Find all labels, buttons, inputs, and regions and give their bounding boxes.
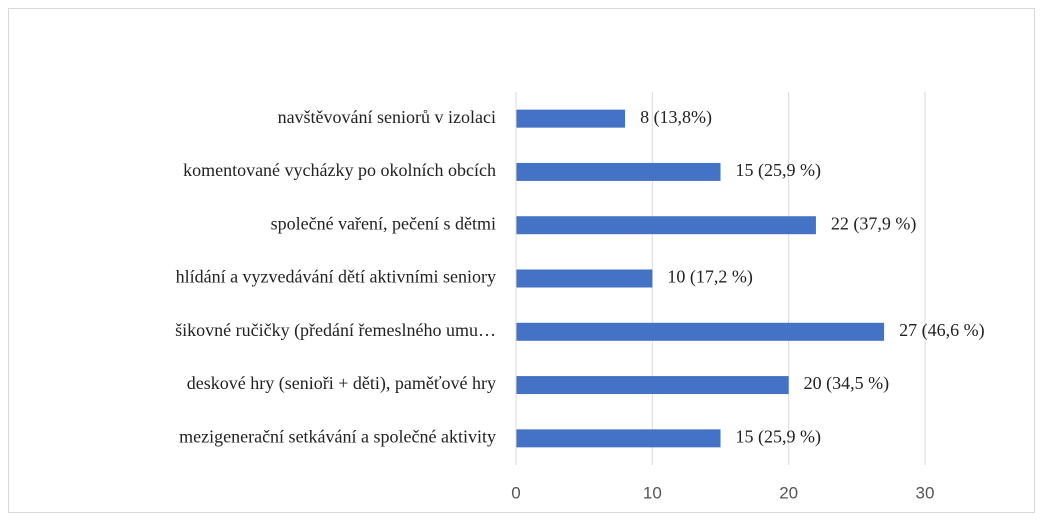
bar xyxy=(516,109,626,128)
value-label: 22 (37,9 %) xyxy=(831,213,916,234)
chart-border xyxy=(8,8,1035,513)
bar xyxy=(516,162,721,181)
value-label: 20 (34,5 %) xyxy=(804,373,889,394)
bar xyxy=(516,269,653,288)
value-label: 27 (46,6 %) xyxy=(899,320,984,341)
bar xyxy=(516,322,885,341)
x-tick-label: 0 xyxy=(511,483,520,502)
category-label: navštěvování seniorů v izolaci xyxy=(278,107,496,127)
category-label: hlídání a vyzvedávání dětí aktivními sen… xyxy=(176,267,496,287)
bar xyxy=(516,376,789,395)
category-label: komentované vycházky po okolních obcích xyxy=(183,160,496,180)
value-label: 15 (25,9 %) xyxy=(736,426,821,447)
category-label: šikovné ručičky (předání řemeslného umu… xyxy=(175,320,496,341)
category-label: deskové hry (senioři + děti), paměťové h… xyxy=(187,373,496,394)
category-label: mezigenerační setkávání a společné aktiv… xyxy=(179,426,496,446)
value-label: 10 (17,2 %) xyxy=(667,267,752,288)
bar xyxy=(516,429,721,448)
value-label: 8 (13,8%) xyxy=(640,107,712,128)
category-label: společné vaření, pečení s dětmi xyxy=(271,213,496,233)
x-tick-label: 30 xyxy=(916,483,935,502)
bar xyxy=(516,216,816,235)
x-tick-label: 20 xyxy=(779,483,798,502)
value-label: 15 (25,9 %) xyxy=(736,160,821,181)
x-tick-label: 10 xyxy=(643,483,662,502)
